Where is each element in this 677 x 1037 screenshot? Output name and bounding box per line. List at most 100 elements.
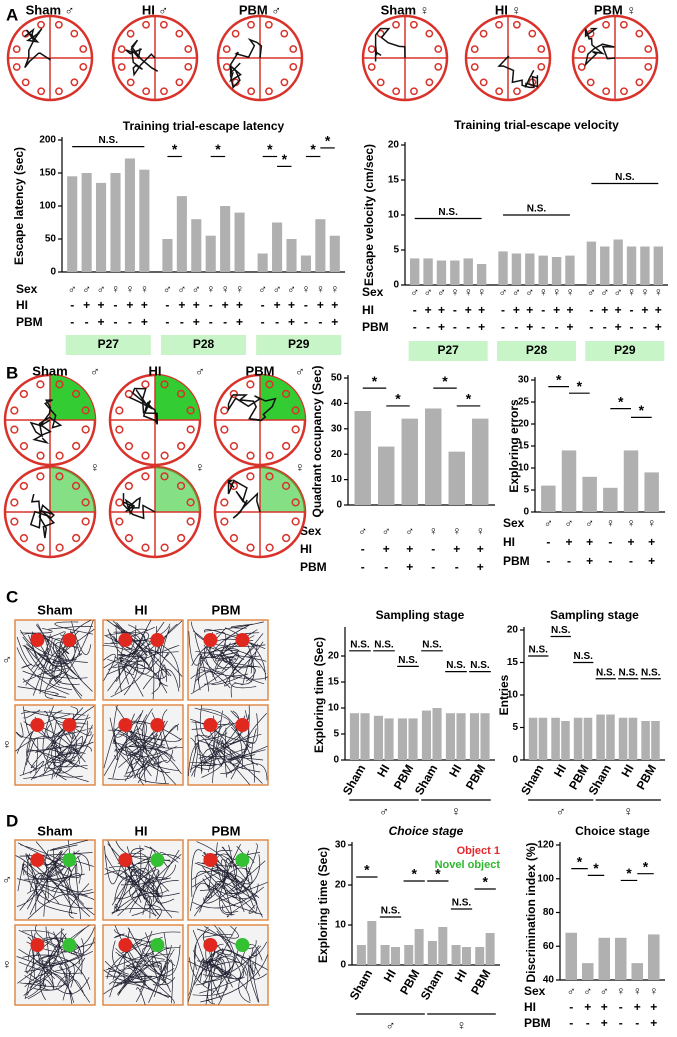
- bar: [653, 246, 663, 285]
- maze-cue: [289, 45, 298, 53]
- maze-sex: ♂: [90, 363, 100, 378]
- maze-cue: [160, 87, 168, 96]
- bar: [390, 947, 400, 965]
- maze: [111, 14, 199, 102]
- maze-cue: [142, 87, 151, 96]
- y-tick-label: 15: [507, 657, 519, 668]
- significance-label: N.S.: [350, 639, 370, 650]
- maze-cue: [12, 63, 21, 71]
- bar: [373, 715, 384, 760]
- chart: 0 10 20 30 40 50 Quadrant occupancy (Sec) * * * * S…: [300, 365, 495, 574]
- condition-mark: ♀: [452, 524, 461, 538]
- bar: [651, 721, 660, 760]
- bar: [408, 718, 418, 760]
- maze-cue: [36, 451, 45, 460]
- maze-sex: ♀: [90, 459, 100, 474]
- swim-track: [497, 55, 539, 89]
- significance-label: *: [618, 393, 624, 409]
- target-quadrant: [50, 467, 95, 512]
- maze-cue: [55, 472, 64, 481]
- condition-mark: ♀: [221, 282, 230, 296]
- condition-mark: -: [514, 320, 518, 334]
- chart-title: Sampling stage: [376, 608, 465, 622]
- arena: [102, 704, 184, 786]
- group-label: ♂: [556, 803, 566, 818]
- maze-cue: [409, 20, 418, 29]
- maze-cue: [247, 87, 256, 96]
- condition-mark: ♂: [587, 285, 596, 299]
- condition-mark: -: [113, 315, 117, 329]
- arena-label: PBM: [212, 602, 241, 617]
- swim-track: [24, 27, 51, 69]
- maze-cue: [644, 45, 653, 53]
- condition-mark: -: [608, 554, 612, 568]
- bar: [525, 253, 535, 285]
- condition-mark: +: [438, 303, 445, 317]
- object: [235, 633, 250, 647]
- maze-cue: [71, 481, 81, 490]
- chart-title: Sampling stage: [550, 608, 639, 622]
- condition-mark: -: [589, 303, 593, 317]
- maze-cue: [229, 534, 239, 543]
- bar: [600, 246, 610, 285]
- arena-label: HI: [135, 823, 148, 838]
- condition-mark: ♂: [192, 282, 201, 296]
- bar: [631, 963, 644, 980]
- maze-cue: [21, 78, 30, 87]
- swim-track: [229, 38, 263, 89]
- bar: [176, 196, 187, 272]
- group-label: ♀: [451, 803, 461, 818]
- maze-cue: [602, 20, 610, 29]
- significance-label: *: [395, 391, 401, 407]
- condition-mark: ♀: [627, 516, 636, 530]
- x-tick-label: PBM: [634, 762, 659, 792]
- group-label: P27: [98, 337, 120, 351]
- maze-cue: [495, 87, 504, 96]
- y-tick-label: 40: [543, 975, 555, 986]
- bar: [360, 713, 370, 760]
- bar: [613, 239, 623, 285]
- significance-label: N.S.: [615, 172, 635, 183]
- maze-cue: [36, 543, 45, 552]
- bar: [272, 222, 283, 272]
- group-label: ♂: [379, 803, 389, 818]
- significance-label: *: [442, 373, 448, 389]
- object: [62, 718, 77, 732]
- bar: [432, 708, 442, 760]
- x-tick-label: Sham: [418, 967, 446, 1002]
- condition-mark: +: [615, 320, 622, 334]
- maze-label: PBM ♀: [594, 2, 636, 17]
- arena: [187, 839, 269, 921]
- y-tick-label: 25: [518, 397, 530, 408]
- arena-sex: ♀: [2, 736, 12, 751]
- maze-cue: [141, 543, 150, 552]
- condition-mark: -: [318, 315, 322, 329]
- bar: [456, 713, 466, 760]
- maze-cue: [220, 425, 229, 434]
- object: [118, 938, 133, 952]
- maze-cue: [528, 29, 537, 38]
- y-tick-label: 60: [543, 941, 555, 952]
- maze-cue: [220, 517, 229, 526]
- group-box: [408, 341, 488, 361]
- condition-mark: ♂: [565, 516, 574, 530]
- group-label: P28: [193, 337, 215, 351]
- bar: [300, 255, 311, 272]
- bar: [618, 717, 628, 760]
- condition-mark: -: [603, 320, 607, 334]
- x-tick-label: HI: [446, 762, 464, 779]
- condition-mark: +: [477, 542, 484, 556]
- condition-mark: -: [70, 315, 74, 329]
- condition-mark: +: [478, 303, 485, 317]
- maze-cue: [141, 380, 150, 389]
- group-label: ♂: [386, 1017, 396, 1032]
- y-axis-label: Escape latency (sec): [12, 147, 26, 265]
- condition-mark: ♀: [640, 285, 649, 299]
- target-quadrant: [50, 375, 95, 420]
- maze-cue: [184, 45, 193, 53]
- panel-letter: D: [6, 811, 18, 830]
- bar: [538, 255, 548, 285]
- maze: [213, 373, 307, 467]
- maze: [216, 14, 304, 102]
